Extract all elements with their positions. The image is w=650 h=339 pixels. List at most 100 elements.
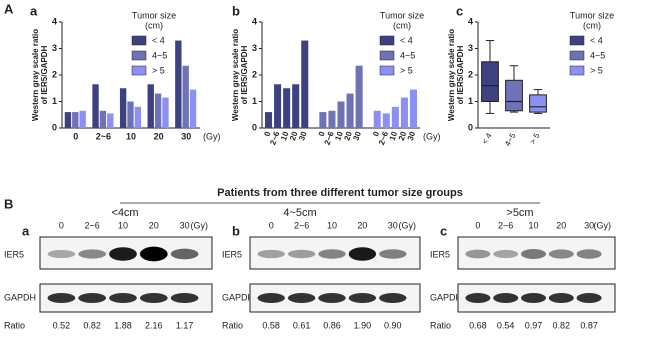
ratio-label: 1.90: [354, 320, 372, 330]
y-tick-label: 1: [52, 96, 57, 106]
y-tick-label: 2: [252, 69, 257, 79]
x-tick-label: 0: [262, 130, 272, 138]
band: [78, 249, 107, 259]
band: [170, 293, 199, 303]
x-tick-label: 0: [73, 131, 78, 141]
y-axis-label: of IER5/GAPDH: [456, 45, 465, 104]
row-label: IER5: [430, 249, 450, 259]
band: [576, 249, 602, 259]
ratio-label: 0.87: [580, 320, 598, 330]
panel-label: a: [22, 223, 30, 238]
x-tick-label: 30: [297, 130, 309, 142]
legend-label: < 4: [400, 35, 413, 45]
legend-swatch: [131, 50, 147, 61]
y-axis-label: Western gray scale ratio: [231, 29, 240, 121]
band: [78, 293, 107, 303]
y-axis-label: Western gray scale ratio: [31, 29, 40, 121]
band: [548, 249, 574, 259]
legend-title: (cm): [393, 20, 411, 30]
panel-label: a: [30, 3, 38, 18]
lane-label: 2~6: [498, 220, 513, 230]
x-tick-label: 0: [371, 130, 381, 138]
lane-unit: (Gy): [594, 220, 612, 230]
legend-label: 4~5: [590, 50, 605, 60]
y-tick-label: 1: [468, 96, 473, 106]
legend-label: < 4: [152, 35, 165, 45]
x-axis-label: (Gy): [423, 131, 441, 141]
lane-label: 10: [528, 220, 538, 230]
x-tick-label: 20: [342, 130, 354, 142]
row-label: IER5: [4, 249, 24, 259]
ratio-label: 1.17: [176, 320, 194, 330]
x-tick-label: 10: [126, 131, 136, 141]
legend-swatch: [379, 35, 395, 46]
group-label: <4cm: [111, 207, 138, 219]
y-tick-label: 3: [52, 43, 57, 53]
lane-label: 30: [388, 220, 398, 230]
x-tick-label: 10: [279, 130, 291, 142]
y-tick-label: 0: [252, 122, 257, 132]
bar: [283, 88, 291, 128]
row-label: GAPDH: [222, 292, 254, 302]
ratio-label: 0.86: [323, 320, 341, 330]
x-tick-label: < 4: [480, 131, 494, 146]
legend-swatch: [131, 65, 147, 76]
row-label: IER5: [222, 249, 242, 259]
legend-label: > 5: [590, 65, 603, 75]
y-axis-label: Western gray scale ratio: [447, 29, 456, 121]
lane-label: 2~6: [85, 220, 100, 230]
y-axis-label: of IER5/GAPDH: [40, 45, 49, 104]
bar: [147, 84, 154, 128]
bar: [346, 93, 354, 128]
panel-label: c: [456, 3, 463, 18]
row-label: Ratio: [222, 320, 243, 330]
legend-label: > 5: [400, 65, 413, 75]
band: [493, 249, 519, 259]
legend-swatch: [569, 50, 585, 61]
x-tick-label: 30: [181, 131, 191, 141]
legend-swatch: [379, 65, 395, 76]
ratio-label: 0.82: [83, 320, 101, 330]
band: [379, 249, 407, 259]
bar: [409, 89, 417, 128]
ratio-label: 0.68: [469, 320, 487, 330]
band: [257, 293, 285, 303]
panel-label: b: [232, 223, 240, 238]
bar: [182, 65, 189, 128]
band: [493, 293, 519, 303]
ratio-label: 0.90: [384, 320, 402, 330]
group-label: >5cm: [506, 207, 533, 219]
band: [318, 293, 346, 303]
lane-label: 10: [327, 220, 337, 230]
row-label: Ratio: [430, 320, 451, 330]
lane-label: 2~6: [294, 220, 309, 230]
y-tick-label: 4: [252, 16, 257, 26]
lane-unit: (Gy): [191, 220, 209, 230]
bar: [301, 40, 309, 128]
legend-label: 4~5: [152, 50, 167, 60]
bar: [337, 101, 345, 128]
bar: [292, 84, 300, 128]
y-tick-label: 1: [252, 96, 257, 106]
lane-unit: (Gy): [399, 220, 417, 230]
ratio-label: 0.61: [293, 320, 311, 330]
band: [465, 293, 491, 303]
band: [348, 293, 377, 303]
blot-frame: [249, 236, 421, 270]
bar: [189, 89, 197, 128]
y-tick-label: 3: [468, 43, 473, 53]
bar: [382, 113, 390, 128]
lane-label: 20: [357, 220, 367, 230]
bar: [64, 112, 72, 128]
legend-label: < 4: [590, 35, 603, 45]
bar: [72, 112, 79, 128]
bar: [391, 106, 399, 128]
legend-title: Tumor size: [132, 10, 176, 20]
y-tick-label: 2: [468, 69, 473, 79]
band: [139, 246, 168, 262]
band: [170, 248, 199, 260]
box: [529, 94, 547, 113]
x-tick-label: 30: [351, 130, 363, 142]
